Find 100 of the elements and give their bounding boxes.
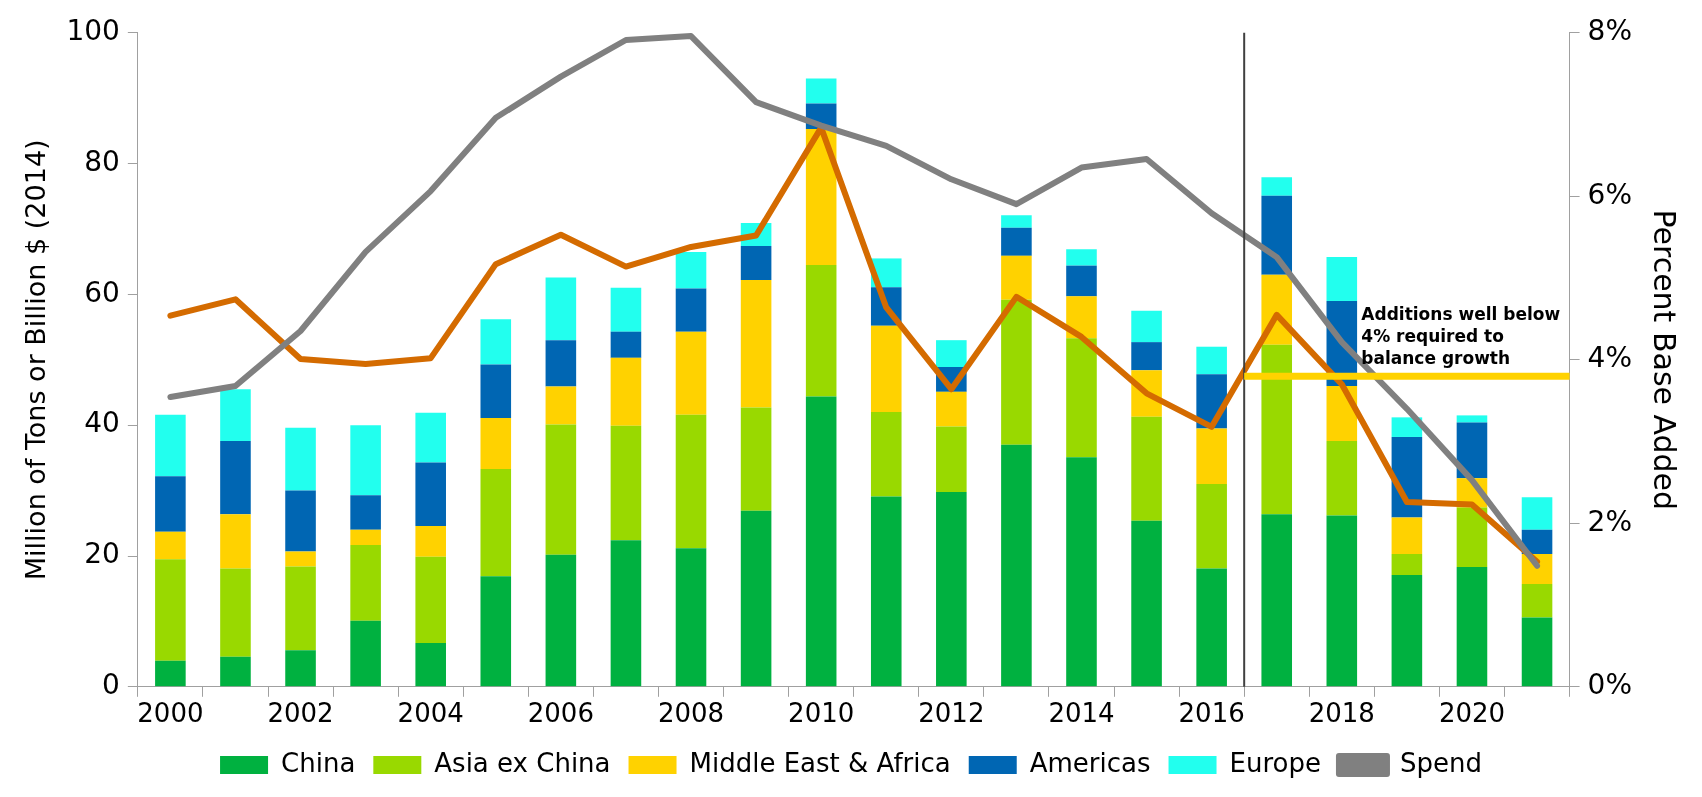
- bar: [220, 568, 251, 657]
- bar: [1196, 428, 1227, 485]
- bar: [415, 642, 446, 687]
- bar: [545, 554, 577, 687]
- x-tick-label: 2004: [397, 698, 464, 729]
- bar: [1066, 265, 1097, 297]
- bar: [1391, 574, 1423, 687]
- bar: [1196, 568, 1227, 687]
- bar: [545, 277, 577, 341]
- y-tick-label: 0: [102, 668, 120, 702]
- bar: [155, 660, 186, 687]
- bar: [350, 425, 381, 496]
- bar: [415, 462, 446, 526]
- bar: [610, 331, 642, 358]
- y2-tick-label: 0%: [1587, 668, 1632, 702]
- bar: [1261, 514, 1293, 687]
- bar: [1456, 567, 1488, 687]
- y-tick-label: 100: [66, 14, 120, 48]
- bar: [350, 529, 381, 545]
- y2-tick-label: 6%: [1587, 177, 1632, 211]
- bar: [740, 510, 772, 687]
- bar: [1066, 249, 1097, 266]
- bar: [1326, 440, 1358, 516]
- bar: [1001, 255, 1032, 300]
- bar: [1066, 296, 1097, 339]
- x-tick-label: 2012: [918, 698, 985, 729]
- x-tick-label: 2014: [1048, 698, 1115, 729]
- bar: [350, 620, 381, 687]
- x-tick-label: 2006: [527, 698, 594, 729]
- bar: [936, 426, 967, 492]
- y2-axis-title: Percent Base Added: [1647, 209, 1683, 511]
- bar: [155, 476, 186, 532]
- legend-label: Americas: [1029, 747, 1151, 778]
- bar: [1456, 415, 1488, 423]
- bar: [480, 319, 512, 365]
- bar: [480, 418, 512, 470]
- bar: [220, 514, 251, 569]
- bar: [1131, 310, 1162, 343]
- y2-tick-label: 2%: [1587, 504, 1632, 538]
- bar: [415, 556, 446, 643]
- y-tick-label: 20: [84, 537, 120, 571]
- bar: [936, 391, 967, 427]
- bar: [1261, 177, 1293, 196]
- bar: [805, 78, 837, 104]
- bar: [545, 386, 577, 425]
- bar: [805, 396, 837, 687]
- bar: [740, 280, 772, 408]
- bar: [610, 287, 642, 332]
- bar: [480, 576, 512, 687]
- bar: [285, 551, 316, 567]
- bar: [870, 325, 902, 413]
- legend-label: Spend: [1399, 747, 1482, 778]
- bar: [155, 531, 186, 560]
- legend-label: China: [281, 747, 356, 778]
- bar: [1521, 584, 1553, 618]
- bar: [1391, 554, 1423, 575]
- y-tick-label: 40: [84, 406, 120, 440]
- bar: [220, 656, 251, 687]
- bar: [285, 490, 316, 552]
- bar: [1261, 344, 1293, 515]
- bar: [1066, 338, 1097, 458]
- bar: [1131, 416, 1162, 521]
- bar: [1521, 497, 1553, 530]
- ref-line-label: Additions well below 4% required to balance growth: [1361, 304, 1561, 369]
- bar: [545, 340, 577, 387]
- y-tick-label: 60: [84, 275, 120, 309]
- bar: [870, 412, 902, 497]
- bar: [610, 425, 642, 541]
- bar: [936, 340, 967, 367]
- bar: [1131, 342, 1162, 371]
- bar: [675, 331, 707, 415]
- bar: [1001, 444, 1032, 687]
- x-tick-label: 2002: [267, 698, 334, 729]
- bar: [1001, 227, 1032, 256]
- bar: [610, 357, 642, 426]
- bar: [1456, 422, 1488, 479]
- bar: [350, 495, 381, 530]
- bar: [1326, 515, 1358, 687]
- y-tick-label: 80: [84, 144, 120, 178]
- y2-tick-label: 4%: [1587, 341, 1632, 375]
- y2-tick-label: 8%: [1587, 14, 1632, 48]
- bar: [870, 496, 902, 687]
- bar: [610, 540, 642, 687]
- x-tick-label: 2000: [137, 698, 204, 729]
- bar: [285, 427, 316, 491]
- bar: [1521, 617, 1553, 687]
- bar: [480, 364, 512, 419]
- bar: [155, 559, 186, 661]
- bar: [936, 491, 967, 687]
- bar: [285, 650, 316, 687]
- legend-label: Middle East & Africa: [689, 747, 951, 778]
- bar: [1066, 457, 1097, 687]
- bar: [155, 414, 186, 477]
- bar: [675, 548, 707, 687]
- bar: [805, 264, 837, 397]
- bar: [285, 566, 316, 651]
- x-tick-label: 2008: [657, 698, 725, 729]
- bar: [1196, 484, 1227, 569]
- bar: [675, 251, 707, 289]
- bar: [220, 389, 251, 441]
